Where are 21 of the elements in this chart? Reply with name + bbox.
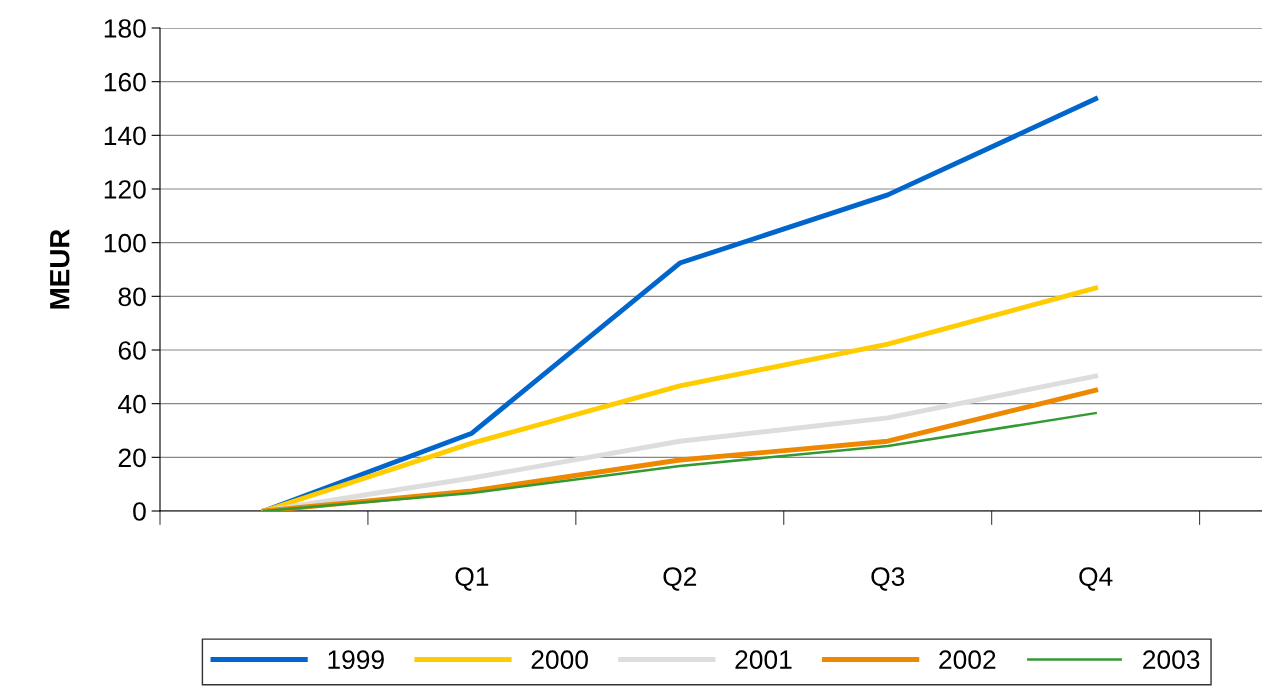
y-tick-label: 80 <box>118 287 146 307</box>
legend-label: 2000 <box>531 650 588 670</box>
y-tick-label: 160 <box>104 72 146 92</box>
y-axis-title: MEUR <box>50 229 70 309</box>
line-series <box>262 411 1097 511</box>
x-tick-label: Q3 <box>871 567 905 591</box>
legend-label: 2002 <box>939 650 996 670</box>
y-tick-label: 180 <box>104 19 146 38</box>
x-tick-label: Q4 <box>1079 567 1113 591</box>
y-tick-label: 120 <box>104 180 146 199</box>
y-tick-label: 0 <box>133 502 146 521</box>
y-tick-label: 100 <box>104 233 146 253</box>
legend-label: 2003 <box>1143 650 1200 670</box>
x-tick-label: Q1 <box>455 567 489 591</box>
y-tick-label: 60 <box>118 341 146 360</box>
y-tick-label: 20 <box>118 448 146 468</box>
legend-label: 2001 <box>735 650 792 670</box>
y-tick-label: 140 <box>104 126 146 146</box>
legend-label: 1999 <box>328 650 384 670</box>
x-tick-label: Q2 <box>663 567 697 591</box>
y-tick-label: 40 <box>118 394 146 414</box>
